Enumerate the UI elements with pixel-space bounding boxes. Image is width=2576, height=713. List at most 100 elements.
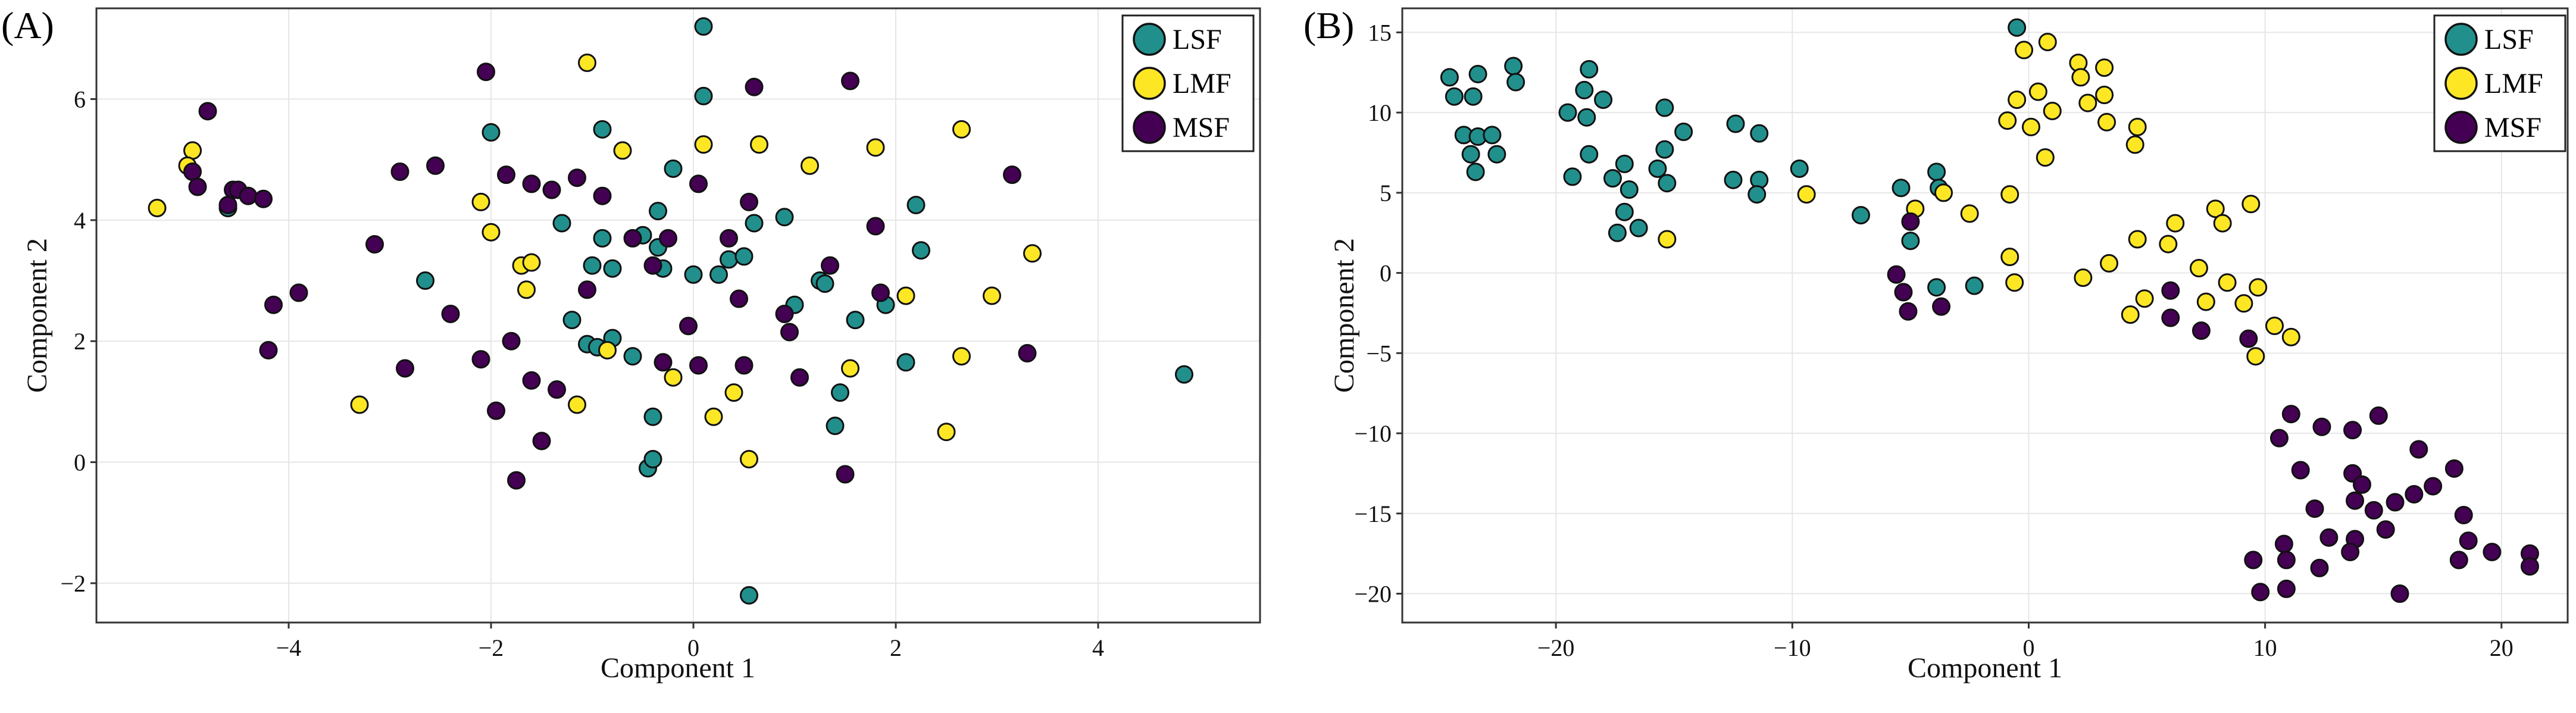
panel-a-lsf-point [603,259,622,278]
panel-a-y-tick-label: 2 [74,328,86,355]
panel-a-msf-point [390,162,409,182]
panel-b-msf-point [2449,551,2468,570]
panel-a-lsf-point [552,214,571,233]
panel-a-lsf-point [740,586,758,605]
panel-b-lmf-point [1658,230,1677,249]
panel-b-msf-point [2424,477,2443,496]
panel-b-msf-point [2369,406,2388,425]
panel-a-msf-point [593,186,612,205]
panel-b-msf-point [2161,281,2180,300]
panel-b-lsf-point [1580,60,1599,79]
panel-a-msf-point [836,465,855,484]
panel-b-lmf-point [2189,259,2208,278]
panel-a-lmf-point [937,423,956,442]
panel-a-msf-point [497,165,515,184]
panel-a-msf-point [477,62,495,82]
panel-b-msf-point [2192,321,2211,340]
panel-b-legend-lsf-marker [2444,23,2478,56]
panel-b-lmf-point [1998,111,2017,130]
panel-a-msf-point [623,229,642,248]
panel-b-lmf-point [2071,68,2090,87]
panel-b-msf-point [2390,584,2409,603]
panel-a-legend-lsf-label: LSF [1173,24,1222,55]
panel-b-lmf-point [2121,305,2140,324]
panel-a-lmf-point [350,395,369,414]
panel-a-msf-point [871,283,890,302]
panel-a-msf-point [1003,165,1021,184]
panel-a-msf-point [188,177,207,196]
panel-b-lmf-point [2008,90,2027,110]
panel-b-y-tick-label: −10 [1354,420,1392,447]
panel-a-legend-lsf-marker [1133,23,1166,56]
panel-b-lsf-point [1440,68,1459,87]
panel-b-lsf-point [1615,202,1634,221]
panel-b-x-axis-label: Component 1 [1908,652,2062,684]
panel-b-msf-point [2364,501,2383,520]
panel-b-lsf-point [1558,103,1577,122]
panel-b-letter: (B) [1303,4,1354,46]
panel-b-msf-point [1899,302,1918,321]
panel-a-msf-point [679,317,698,336]
panel-a-lsf-point [720,250,738,269]
panel-a-msf-point [198,102,217,121]
panel-b-legend-msf-marker [2444,111,2478,144]
panel-a-msf-point [730,289,748,308]
panel-a-lsf-point [896,353,915,372]
panel-b-lmf-point [2242,195,2261,214]
panel-a-lsf-point [734,247,754,266]
panel-b-y-tick-label: 15 [1368,19,1392,46]
panel-a-msf-point [365,235,384,254]
panel-b-y-tick-label: 10 [1368,99,1392,126]
panel-b-lmf-point [2196,292,2215,311]
panel-a-lsf-point [623,347,642,366]
panel-b-y-axis-label: Component 2 [1328,238,1360,393]
panel-b-msf-point [2346,491,2365,510]
panel-a-lmf-point [598,340,617,359]
panel-b-lmf-point [2036,148,2055,167]
panel-b-lmf-point [2166,214,2185,233]
panel-b-lsf-point [1483,126,1502,145]
panel-a-msf-point [183,162,202,182]
panel-a-msf-point [654,353,673,372]
panel-a-x-axis-label: Component 1 [601,652,755,684]
panel-b-lmf-point [2097,112,2117,132]
panel-b-y-tick-label: −5 [1366,340,1392,367]
panel-b-lsf-point [1504,57,1523,76]
panel-a-lmf-point [1023,244,1042,263]
panel-b-msf-point [2319,528,2339,547]
panel-b-lsf-point [1648,159,1667,178]
panel-a-msf-point [745,77,764,96]
panel-b-y-tick-label: −15 [1354,501,1392,527]
panel-a-lsf-point [643,407,662,426]
panel-b-lsf-point [1901,232,1920,251]
panel-a-lmf-point [724,383,743,402]
panel-b-lsf-point [1461,145,1480,164]
panel-b-x-tick-label: −10 [1774,634,1811,661]
panel-b-lsf-point [1506,73,1525,92]
panel-b-lmf-point [2234,294,2253,313]
panel-a-letter: (A) [1,4,54,46]
panel-b-lsf-point [1655,140,1674,159]
panel-b-lsf-point [1726,114,1745,133]
panel-b-legend-lsf-label: LSF [2484,24,2534,55]
panel-a-msf-point [218,195,237,214]
panel-b-msf-point [2274,534,2293,553]
panel-a-lmf-point [896,286,915,305]
panel-b-lmf-point [2249,278,2268,297]
panel-a-msf-point [790,368,809,387]
panel-b-lsf-point [1674,122,1693,141]
panel-a-lsf-point [694,86,713,105]
panel-a-msf-point [740,192,758,211]
panel-a-lsf-point [649,202,667,221]
panel-b-lsf-point [1580,145,1599,164]
panel-a-msf-point [1018,344,1037,363]
panel-b-msf-point [1901,212,1920,231]
panel-a-y-tick-label: −2 [60,570,86,597]
panel-b-msf-point [2161,308,2180,327]
panel-a-msf-point [578,280,596,299]
panel-b-lsf-point [1563,167,1582,186]
panel-a-msf-point [441,304,460,323]
panel-a-lsf-point [593,120,612,139]
panel-b-msf-point [2483,542,2502,561]
